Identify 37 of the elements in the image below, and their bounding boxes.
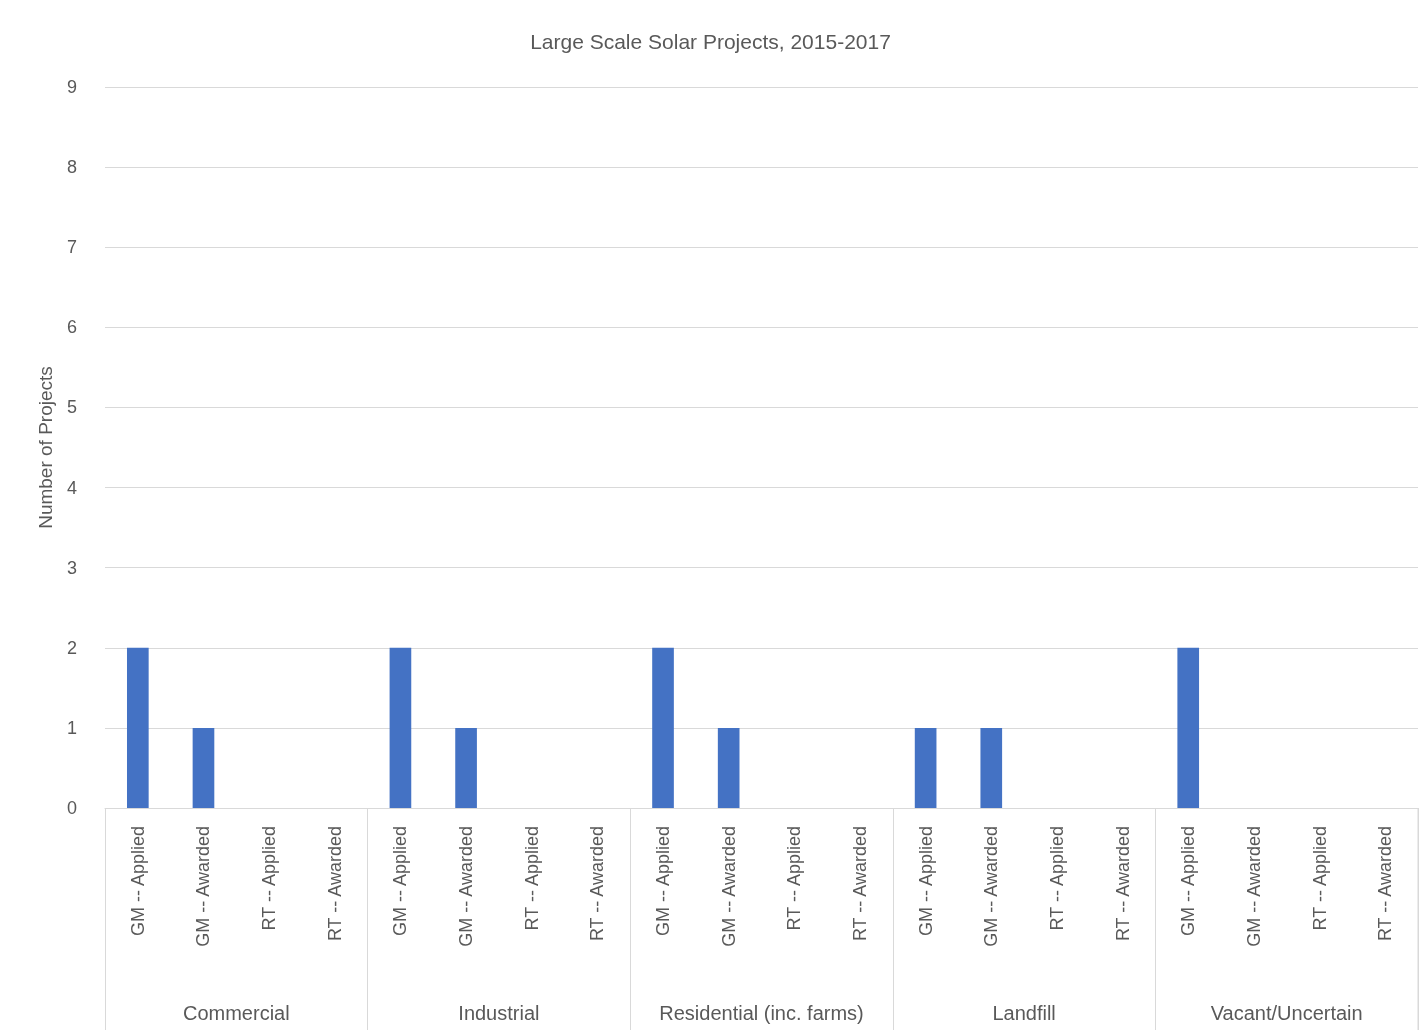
text: Residential (inc. farms) (659, 1002, 864, 1024)
x-tick-label: RT -- Applied (521, 826, 542, 931)
x-tick-label: GM -- Applied (1178, 826, 1199, 937)
text: Industrial (458, 1002, 540, 1024)
y-tick-label: 8 (66, 157, 77, 178)
x-tick-label: RT -- Awarded (1112, 826, 1133, 942)
y-tick-label: 7 (66, 237, 77, 258)
y-tick-label: 9 (66, 77, 77, 97)
x-tick-label: GM -- Applied (915, 826, 936, 937)
x-tick-label: RT -- Awarded (324, 826, 345, 942)
y-tick-label: 0 (66, 798, 77, 818)
x-tick-label: GM -- Awarded (718, 826, 739, 947)
y-tick-label: 3 (66, 557, 77, 578)
x-tick-label: RT -- Applied (1309, 826, 1330, 931)
y-tick-label: 5 (66, 397, 77, 418)
x-tick-label: RT -- Applied (259, 826, 280, 931)
y-axis-title: Number of Projects (35, 366, 56, 529)
x-tick-label: GM -- Applied (653, 826, 674, 937)
x-tick-label: RT -- Awarded (849, 826, 870, 942)
text: Landfill (992, 1002, 1056, 1024)
x-tick-label: RT -- Awarded (587, 826, 608, 942)
y-tick-label: 6 (66, 317, 77, 338)
x-tick-label: GM -- Awarded (981, 826, 1002, 947)
x-tick-label: RT -- Awarded (1375, 826, 1396, 942)
x-tick-label: GM -- Awarded (1243, 826, 1264, 947)
y-tick-label: 4 (66, 477, 77, 498)
x-tick-label: RT -- Applied (784, 826, 805, 931)
chart-title: Large Scale Solar Projects, 2015-2017 (530, 30, 891, 53)
y-tick-label: 1 (66, 717, 77, 738)
text: Vacant/Uncertain (1210, 1002, 1363, 1024)
x-tick-label: GM -- Awarded (193, 826, 214, 947)
x-tick-label: GM -- Awarded (456, 826, 477, 947)
x-tick-label: GM -- Applied (127, 826, 148, 937)
x-tick-label: GM -- Applied (390, 826, 411, 937)
x-tick-label: RT -- Applied (1046, 826, 1067, 931)
text: Commercial (182, 1002, 290, 1024)
y-tick-label: 2 (66, 637, 77, 658)
